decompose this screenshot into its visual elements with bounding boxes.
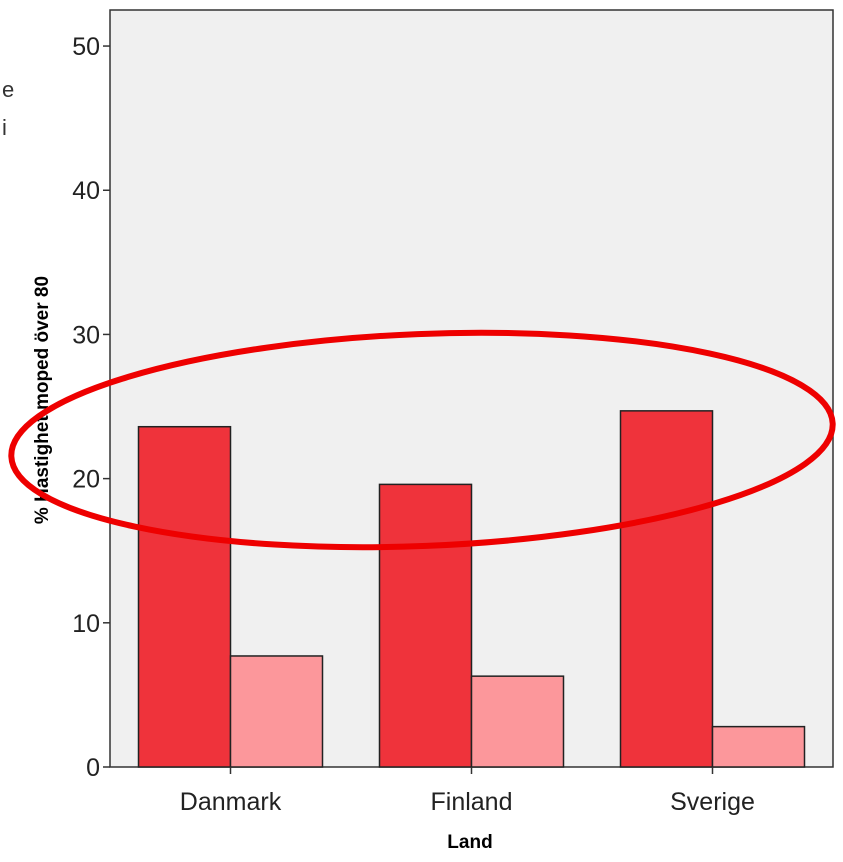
legend-fragment-2: i [2,115,7,140]
bar-finland-series-1 [378,483,473,768]
y-axis-title: % Hastighet moped över 80 [32,276,53,524]
x-tick-label-finland: Finland [431,788,513,816]
y-tick-label: 40 [72,177,100,205]
y-tick-label: 20 [72,466,100,494]
bar-sverige-series-1 [619,410,714,768]
bar-danmark-series-1 [137,425,232,768]
x-tick-label-sverige: Sverige [670,788,755,816]
y-tick-label: 30 [72,321,100,349]
bars-group [137,410,806,768]
bar-finland-series-2 [470,675,565,768]
bar-danmark-series-2 [229,655,324,768]
x-tick-label-danmark: Danmark [180,788,282,816]
y-tick-label: 10 [72,610,100,638]
y-tick-label: 50 [72,33,100,61]
y-tick-label: 0 [86,754,100,782]
x-axis-title: Land [447,832,492,853]
highlight-ellipse [8,329,836,551]
bar-sverige-series-2 [711,725,806,768]
y-axis-ticks: 0 10 20 30 40 50 [72,33,110,782]
x-axis-ticks: Danmark Finland Sverige [180,767,755,816]
legend-fragment-1: e [2,77,14,102]
